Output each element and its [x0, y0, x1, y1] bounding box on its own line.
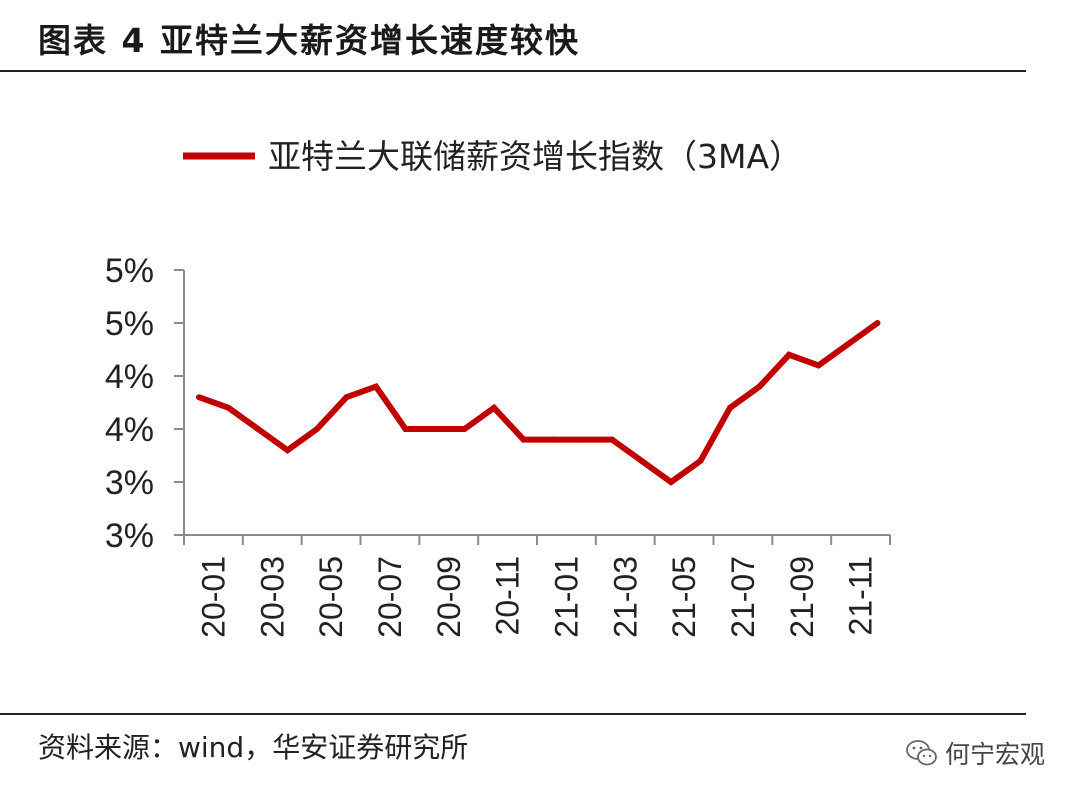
- source-divider: [0, 713, 1026, 715]
- figure-title: 图表 4 亚特兰大薪资增长速度较快: [38, 21, 580, 60]
- y-tick-label: 4%: [105, 411, 154, 449]
- data-point: [727, 404, 733, 411]
- x-tick-label: 21-07: [725, 556, 761, 638]
- series-layer: [196, 320, 881, 486]
- x-tick-label: 21-11: [843, 556, 879, 635]
- y-tick-label: 5%: [105, 252, 154, 290]
- x-axis: 20-01 20-03 20-05 20-07 20-09 20-11 21-01 21-03…: [183, 534, 891, 638]
- data-point: [579, 436, 586, 443]
- data-point: [520, 436, 527, 443]
- data-point: [402, 426, 409, 432]
- x-tick-label: 21-09: [784, 556, 820, 638]
- data-point: [225, 404, 232, 411]
- source-note: 资料来源：wind，华安证券研究所: [38, 731, 469, 764]
- data-point: [815, 362, 822, 369]
- data-point: [255, 426, 261, 432]
- data-point: [845, 341, 851, 348]
- x-tick-label: 21-01: [548, 556, 584, 638]
- data-point: [609, 436, 615, 443]
- data-point: [196, 394, 202, 401]
- data-point: [638, 457, 645, 464]
- data-point: [491, 404, 497, 411]
- y-tick-label: 5%: [105, 305, 154, 343]
- y-tick-label: 3%: [105, 517, 154, 555]
- data-point: [786, 351, 792, 358]
- chart-legend: 亚特兰大联储薪资增长指数（3MA）: [183, 137, 802, 176]
- x-tick-label: 20-05: [313, 556, 349, 638]
- x-tick-label: 20-11: [490, 556, 526, 635]
- data-point: [343, 394, 350, 401]
- x-tick-label: 21-05: [666, 556, 702, 638]
- data-point: [461, 426, 468, 432]
- x-tick-label: 20-07: [372, 556, 408, 638]
- y-tick-label: 3%: [105, 464, 154, 502]
- x-tick-label: 20-01: [195, 556, 231, 638]
- data-point: [550, 436, 556, 443]
- legend-label: 亚特兰大联储薪资增长指数（3MA）: [268, 137, 802, 176]
- data-point: [668, 479, 674, 485]
- data-point: [373, 383, 379, 390]
- watermark: 何宁宏观: [905, 735, 1045, 771]
- wechat-icon: [906, 740, 937, 766]
- data-point: [697, 457, 704, 464]
- line-chart: 亚特兰大联储薪资增长指数（3MA） 3%3%4%4%5%5% 20-01 20-0…: [105, 137, 891, 638]
- series-line: [197, 320, 880, 486]
- x-tick-label: 20-03: [254, 556, 290, 638]
- watermark-text: 何宁宏观: [945, 740, 1046, 769]
- data-point: [314, 426, 320, 432]
- data-point: [432, 426, 438, 432]
- data-point: [874, 320, 881, 326]
- y-axis: 3% 3% 4% 4% 5% 5%: [105, 252, 185, 555]
- x-tick-label: 21-03: [607, 556, 643, 638]
- title-divider: [0, 70, 1026, 72]
- x-tick-label: 20-09: [431, 556, 467, 638]
- data-point: [756, 383, 763, 390]
- data-point: [284, 447, 291, 454]
- y-tick-label: 4%: [105, 358, 154, 396]
